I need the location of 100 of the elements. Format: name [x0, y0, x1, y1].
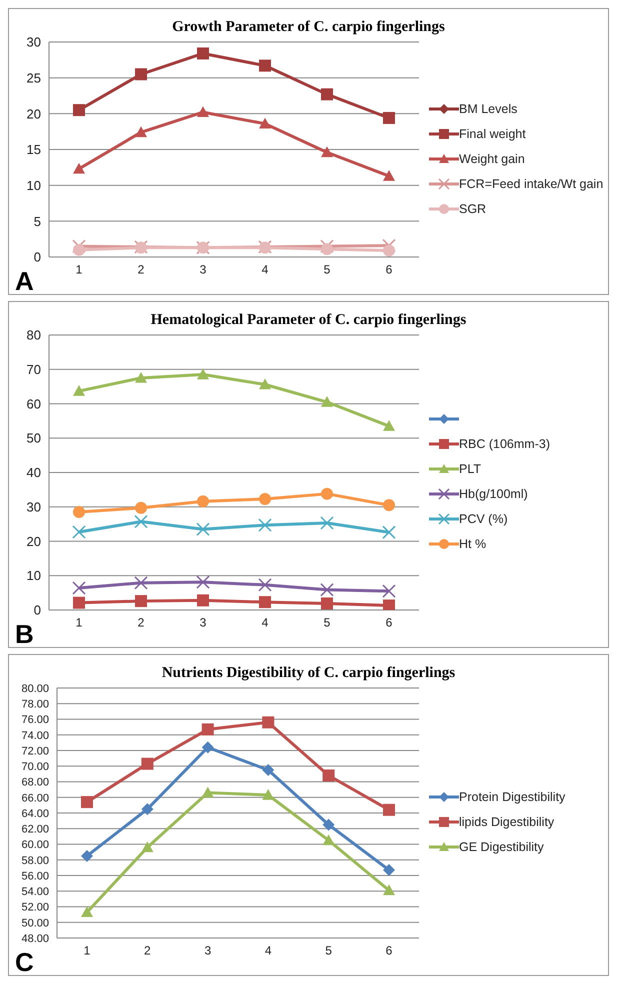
- x-tick-label: 1: [76, 616, 83, 630]
- y-tick-label: 54.00: [21, 886, 49, 898]
- x-tick-label: 5: [324, 262, 331, 277]
- y-tick-label: 0: [34, 250, 41, 265]
- point: [382, 526, 396, 540]
- point: [135, 68, 147, 80]
- point: [202, 723, 214, 736]
- point: [321, 488, 333, 500]
- point: [135, 372, 147, 383]
- legend-label: Protein Digestibility: [459, 790, 566, 804]
- point: [259, 378, 271, 390]
- legend-label: Weight gain: [459, 152, 525, 166]
- point: [382, 584, 396, 598]
- y-tick-label: 58.00: [21, 854, 49, 867]
- point: [259, 492, 271, 505]
- point: [321, 88, 333, 100]
- legend-label: FCR=Feed intake/Wt gain: [459, 176, 604, 190]
- point: [321, 396, 333, 407]
- point: [197, 495, 209, 508]
- y-tick-label: 74.00: [21, 730, 49, 742]
- x-tick-label: 6: [386, 262, 393, 277]
- y-tick-label: 20: [26, 534, 41, 549]
- y-tick-label: 80: [26, 328, 41, 343]
- point: [383, 864, 395, 876]
- point: [258, 518, 272, 532]
- point: [135, 595, 147, 608]
- point: [321, 146, 333, 158]
- text: A: [15, 266, 34, 296]
- legend-label: Final weight: [459, 126, 526, 140]
- legend-label: Hb(g/100ml): [459, 487, 528, 501]
- y-tick-label: 62.00: [21, 824, 49, 836]
- y-tick-label: 50.00: [21, 917, 49, 930]
- x-tick-label: 6: [386, 616, 393, 630]
- legend-label: Ht %: [459, 537, 486, 551]
- y-tick-label: 25: [26, 70, 41, 86]
- point: [383, 112, 395, 124]
- y-tick-label: 48.00: [21, 932, 49, 945]
- x-tick-label: 4: [262, 616, 269, 630]
- point: [72, 240, 86, 253]
- y-tick-label: 40: [26, 465, 41, 480]
- point: [197, 106, 209, 118]
- chart-title: Hematological Parameter of C. carpio fingerlings: [150, 312, 468, 329]
- y-tick-label: 30: [26, 34, 41, 50]
- point: [73, 244, 85, 256]
- point: [383, 170, 395, 181]
- y-tick-label: 76.00: [21, 714, 49, 726]
- point: [383, 884, 395, 896]
- text: C: [15, 947, 34, 977]
- x-tick-label: 3: [200, 616, 207, 630]
- x-tick-label: 4: [262, 262, 269, 277]
- point: [135, 126, 147, 138]
- chart-title: Nutrients Digestibility of C. carpio fingerlings: [160, 665, 456, 682]
- point: [382, 238, 396, 252]
- x-tick-label: 2: [138, 262, 145, 277]
- point: [259, 596, 271, 608]
- point: [320, 582, 334, 596]
- point: [322, 818, 335, 831]
- point: [197, 368, 209, 380]
- legend-label: BM Levels: [459, 102, 518, 116]
- point: [383, 804, 395, 816]
- point: [259, 118, 271, 128]
- point: [383, 600, 395, 610]
- point: [202, 786, 214, 798]
- point: [383, 244, 395, 257]
- y-tick-label: 70: [26, 362, 41, 377]
- x-tick-label: 3: [204, 944, 212, 958]
- y-tick-label: 30: [26, 499, 41, 514]
- point: [322, 834, 335, 846]
- x-tick-label: 2: [144, 944, 152, 958]
- point: [262, 716, 274, 728]
- chart-title: Growth Parameter of C. carpio fingerlings: [171, 19, 446, 36]
- x-tick-label: 5: [325, 944, 332, 958]
- y-tick-label: 10: [26, 178, 41, 193]
- point: [262, 764, 274, 776]
- x-tick-label: 1: [76, 262, 83, 277]
- x-tick-label: 4: [264, 944, 272, 958]
- point: [202, 741, 214, 754]
- point: [73, 162, 85, 174]
- point: [321, 597, 333, 610]
- point: [81, 796, 93, 808]
- point: [81, 906, 93, 918]
- y-tick-label: 15: [26, 142, 41, 158]
- point: [141, 803, 154, 816]
- point: [196, 522, 210, 536]
- text: B: [15, 619, 34, 649]
- y-tick-label: 80.00: [21, 682, 49, 695]
- y-tick-label: 10: [26, 568, 41, 584]
- legend-label: lipids Digestibility: [459, 815, 554, 829]
- point: [73, 596, 85, 609]
- point: [197, 47, 209, 60]
- legend-label: PLT: [459, 462, 481, 476]
- point: [81, 850, 93, 862]
- y-tick-label: 52.00: [21, 902, 49, 914]
- x-tick-label: 2: [138, 616, 145, 630]
- legend-label: PCV (%): [459, 512, 508, 526]
- y-tick-label: 64.00: [21, 808, 49, 820]
- point: [72, 525, 86, 539]
- legend-label: RBC (106mm-3): [459, 437, 550, 451]
- y-tick-label: 20: [26, 106, 41, 122]
- y-tick-label: 60: [26, 396, 41, 412]
